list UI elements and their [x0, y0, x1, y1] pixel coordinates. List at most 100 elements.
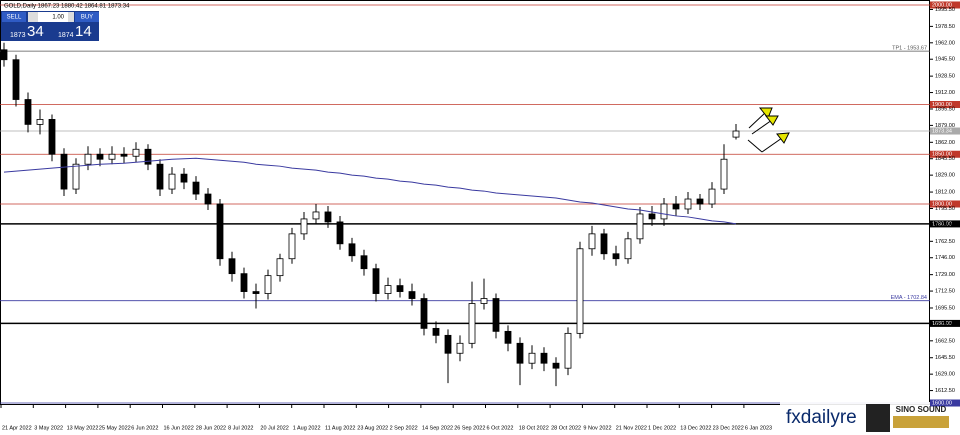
candle-body [372, 268, 380, 294]
x-tick-label: 21 Nov 2022 [616, 425, 647, 431]
candle-body [420, 298, 428, 329]
candle-body [324, 211, 332, 223]
sell-button[interactable] [2, 12, 26, 22]
candle-body [624, 238, 632, 260]
candle-body [12, 59, 20, 100]
x-tick-label: 6 Oct 2022 [487, 425, 514, 431]
y-tick-label: 1879.00 [935, 123, 955, 129]
y-tick-label: 1612.50 [935, 388, 955, 394]
level-tag [930, 200, 960, 208]
buy-label[interactable]: BUY [81, 15, 93, 21]
sell-label[interactable]: SELL [7, 15, 22, 21]
x-tick-label: 28 Oct 2022 [551, 425, 581, 431]
level-tag [930, 150, 960, 158]
candle-body [72, 163, 80, 190]
level-label: 1873.34 [932, 128, 952, 134]
lot-up[interactable] [68, 12, 74, 22]
candle-body [108, 153, 116, 160]
candle-body [504, 330, 512, 344]
y-tick-label: 1729.00 [935, 272, 955, 278]
y-tick-label: 1662.50 [935, 338, 955, 344]
candle-body [660, 203, 668, 220]
candle-body [732, 130, 740, 138]
level-label: 1780.00 [932, 221, 952, 227]
level-label: 2000.00 [932, 2, 952, 8]
candle-body [360, 255, 368, 270]
x-tick-label: 18 Oct 2022 [519, 425, 549, 431]
x-tick-label: 28 Jun 2022 [196, 425, 226, 431]
x-tick-label: 26 Sep 2022 [454, 425, 485, 431]
y-tick-label: 1978.50 [935, 24, 955, 30]
candle-body [312, 211, 320, 220]
candle-body [648, 213, 656, 220]
candle-body [192, 181, 200, 195]
y-tick-label: 1712.50 [935, 289, 955, 295]
level-label: 1800.00 [932, 201, 952, 207]
level-tag [930, 1, 960, 9]
candle-body [288, 233, 296, 260]
candle-body [672, 203, 680, 210]
candle-body [552, 362, 560, 369]
x-tick-label: 8 Jul 2022 [228, 425, 253, 431]
y-tick-label: 1829.00 [935, 173, 955, 179]
plot-frame [0, 0, 930, 405]
y-tick-label: 1862.00 [935, 140, 955, 146]
level-tag [930, 127, 960, 135]
buy-button[interactable] [75, 12, 99, 22]
x-tick-label: 16 Jun 2022 [164, 425, 194, 431]
y-tick-label: 1695.50 [935, 305, 955, 311]
y-tick-label: 1912.00 [935, 90, 955, 96]
candle-body [84, 153, 92, 165]
y-tick-label: 1795.50 [935, 206, 955, 212]
x-tick-label: 6 Jan 2023 [745, 425, 772, 431]
candle-body [276, 258, 284, 277]
candle-body [600, 233, 608, 255]
candle-body [300, 218, 308, 235]
y-tick-label: 1812.00 [935, 190, 955, 196]
x-tick-label: 21 Apr 2022 [2, 425, 32, 431]
candle-body [516, 342, 524, 364]
candle-body [480, 298, 488, 304]
watermark: fxdailyre SINO SOUND [780, 402, 949, 435]
candle-body [144, 148, 152, 165]
level-label: EMA - 1702.84 [891, 295, 927, 301]
y-tick-label: 1895.50 [935, 106, 955, 112]
level-tag [930, 220, 960, 228]
y-tick-label: 1995.50 [935, 7, 955, 13]
watermark-text: fxdailyre [786, 407, 857, 428]
x-tick-label: 1 Dec 2022 [648, 425, 676, 431]
x-tick-label: 2 Sep 2022 [390, 425, 418, 431]
lot-down[interactable] [28, 12, 38, 22]
candle-body [120, 153, 128, 157]
candle-body [60, 153, 68, 190]
level-tag [930, 319, 960, 327]
x-tick-label: 14 Sep 2022 [422, 425, 453, 431]
candle-body [456, 342, 464, 354]
candle-body [180, 173, 188, 183]
x-tick-label: 13 May 2022 [67, 425, 99, 431]
candle-body [168, 173, 176, 190]
y-tick-label: 1629.00 [935, 372, 955, 378]
chart-title: GOLD,Daily 1867.23 1880.42 1864.81 1873.… [4, 4, 130, 10]
x-tick-label: 3 May 2022 [34, 425, 63, 431]
buy-pips: 14 [75, 23, 92, 40]
candle-body [696, 198, 704, 205]
candle-body [528, 352, 536, 364]
y-tick-label: 1746.00 [935, 255, 955, 261]
y-tick-label: 1845.50 [935, 156, 955, 162]
candle-body [444, 334, 452, 354]
level-label: TP1 - 1953.67 [892, 46, 927, 52]
candle-body [540, 352, 548, 364]
sell-pips: 34 [27, 23, 44, 40]
candle-body [24, 99, 32, 125]
level-label: 1850.00 [932, 152, 952, 158]
candle-body [252, 291, 260, 294]
lot-input[interactable] [38, 12, 68, 22]
y-tick-label: 1928.50 [935, 74, 955, 80]
level-tag [930, 399, 960, 407]
lot-value[interactable]: 1.00 [52, 15, 64, 21]
x-tick-label: 13 Dec 2022 [680, 425, 711, 431]
arrows [747, 107, 790, 153]
